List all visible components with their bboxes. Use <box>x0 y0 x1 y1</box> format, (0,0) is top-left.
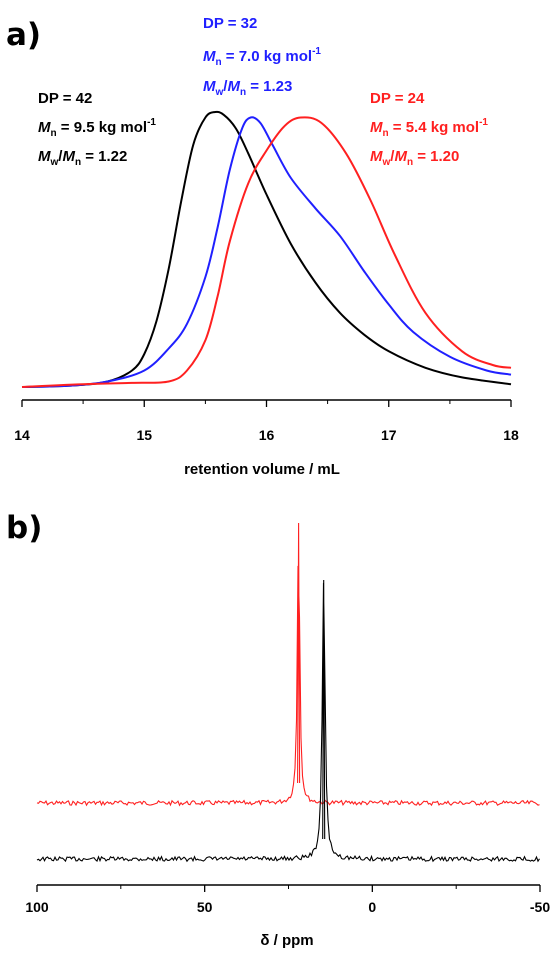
annotation-dp24-dispersity: Mw/Mn = 1.20 <box>370 148 459 168</box>
x-tick-label: 17 <box>381 427 397 443</box>
panel-b-label: b) <box>6 510 42 546</box>
nmr-spectrum-black <box>36 579 540 863</box>
annotation-dp42-line1: DP = 42 <box>38 90 92 107</box>
panel-b-x-ticks: 100 50 0 -50 <box>25 885 550 915</box>
nmr-spectra <box>36 522 540 863</box>
panel-b-x-axis-title: δ / ppm <box>260 932 313 949</box>
panel-a-label: a) <box>6 17 41 53</box>
nmr-spectrum-red <box>36 522 540 807</box>
sec-trace-dp42 <box>21 110 512 388</box>
annotation-dp42-mn: Mn = 9.5 kg mol-1 <box>38 117 156 139</box>
x-tick-label: 15 <box>136 427 152 443</box>
sec-trace-dp32 <box>21 116 512 388</box>
x-tick-label: 16 <box>259 427 275 443</box>
panel-a: a) 14 15 16 17 18 retention volume <box>6 15 519 478</box>
panel-b-plot: 100 50 0 -50 δ / ppm <box>25 522 550 949</box>
annotation-dp32: DP = 32 Mn = 7.0 kg mol-1 Mw/Mn = 1.23 <box>203 15 321 98</box>
annotation-dp32-line1: DP = 32 <box>203 15 257 32</box>
annotation-dp24-mn: Mn = 5.4 kg mol-1 <box>370 117 488 139</box>
x-tick-label: 18 <box>503 427 519 443</box>
annotation-dp32-mn: Mn = 7.0 kg mol-1 <box>203 46 321 68</box>
panel-a-x-ticks: 14 15 16 17 18 <box>14 400 519 443</box>
annotation-dp42: DP = 42 Mn = 9.5 kg mol-1 Mw/Mn = 1.22 <box>38 90 156 168</box>
panel-a-plot: 14 15 16 17 18 retention volume / mL <box>14 110 519 478</box>
x-tick-label: 0 <box>368 899 376 915</box>
annotation-dp24: DP = 24 Mn = 5.4 kg mol-1 Mw/Mn = 1.20 <box>370 90 488 168</box>
x-tick-label: -50 <box>530 899 550 915</box>
x-tick-label: 100 <box>25 899 49 915</box>
x-tick-label: 14 <box>14 427 30 443</box>
annotation-dp24-line1: DP = 24 <box>370 90 425 107</box>
x-tick-label: 50 <box>197 899 213 915</box>
sec-trace-dp24 <box>21 116 512 388</box>
panel-b: b) 100 50 0 -50 δ / ppm <box>6 510 550 949</box>
annotation-dp42-dispersity: Mw/Mn = 1.22 <box>38 148 127 168</box>
annotation-dp32-dispersity: Mw/Mn = 1.23 <box>203 78 292 98</box>
sec-curves <box>21 110 512 388</box>
panel-a-x-axis-title: retention volume / mL <box>184 461 340 478</box>
